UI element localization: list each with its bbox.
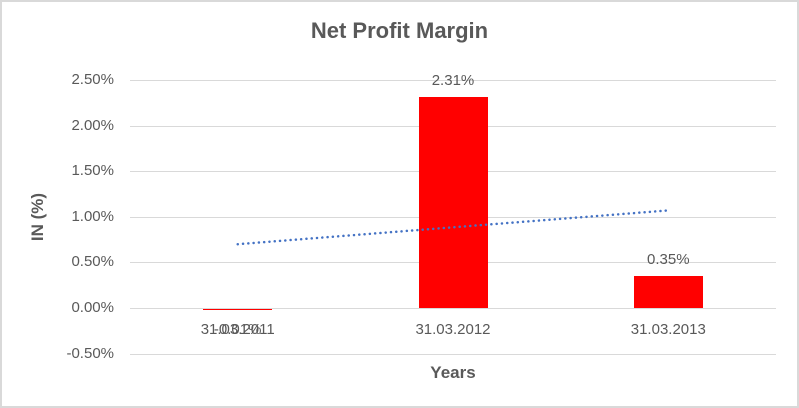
x-tick-label-31.03.2011: 31.03.2011 xyxy=(200,321,275,338)
bar-31.03.2013[interactable] xyxy=(633,276,703,308)
y-tick-label: 0.00% xyxy=(71,299,114,316)
x-tick-label-31.03.2013: 31.03.2013 xyxy=(630,321,706,338)
x-tick-label-31.03.2012: 31.03.2012 xyxy=(415,321,491,338)
y-tick-label: 1.00% xyxy=(71,207,114,225)
chart-title: Net Profit Margin xyxy=(310,18,489,43)
x-axis-line xyxy=(130,308,776,309)
y-tick-label: 1.50% xyxy=(71,162,114,180)
y-tick-label: -0.50% xyxy=(66,344,114,362)
y-tick-label: 0.50% xyxy=(71,253,114,271)
data-label-31.03.2013: 0.35% xyxy=(647,251,690,269)
y-tick-label: 2.50% xyxy=(71,71,114,88)
data-label-31.03.2012: 2.31% xyxy=(431,72,475,90)
y-tick-label: 2.00% xyxy=(71,116,114,134)
bar-31.03.2012[interactable] xyxy=(418,97,488,308)
gridline xyxy=(130,80,776,81)
x-axis-title: Years xyxy=(430,363,476,382)
bar-31.03.2011[interactable] xyxy=(203,309,273,310)
gridline xyxy=(130,353,776,355)
data-label-31.03.2011: -0.01% xyxy=(213,321,262,338)
